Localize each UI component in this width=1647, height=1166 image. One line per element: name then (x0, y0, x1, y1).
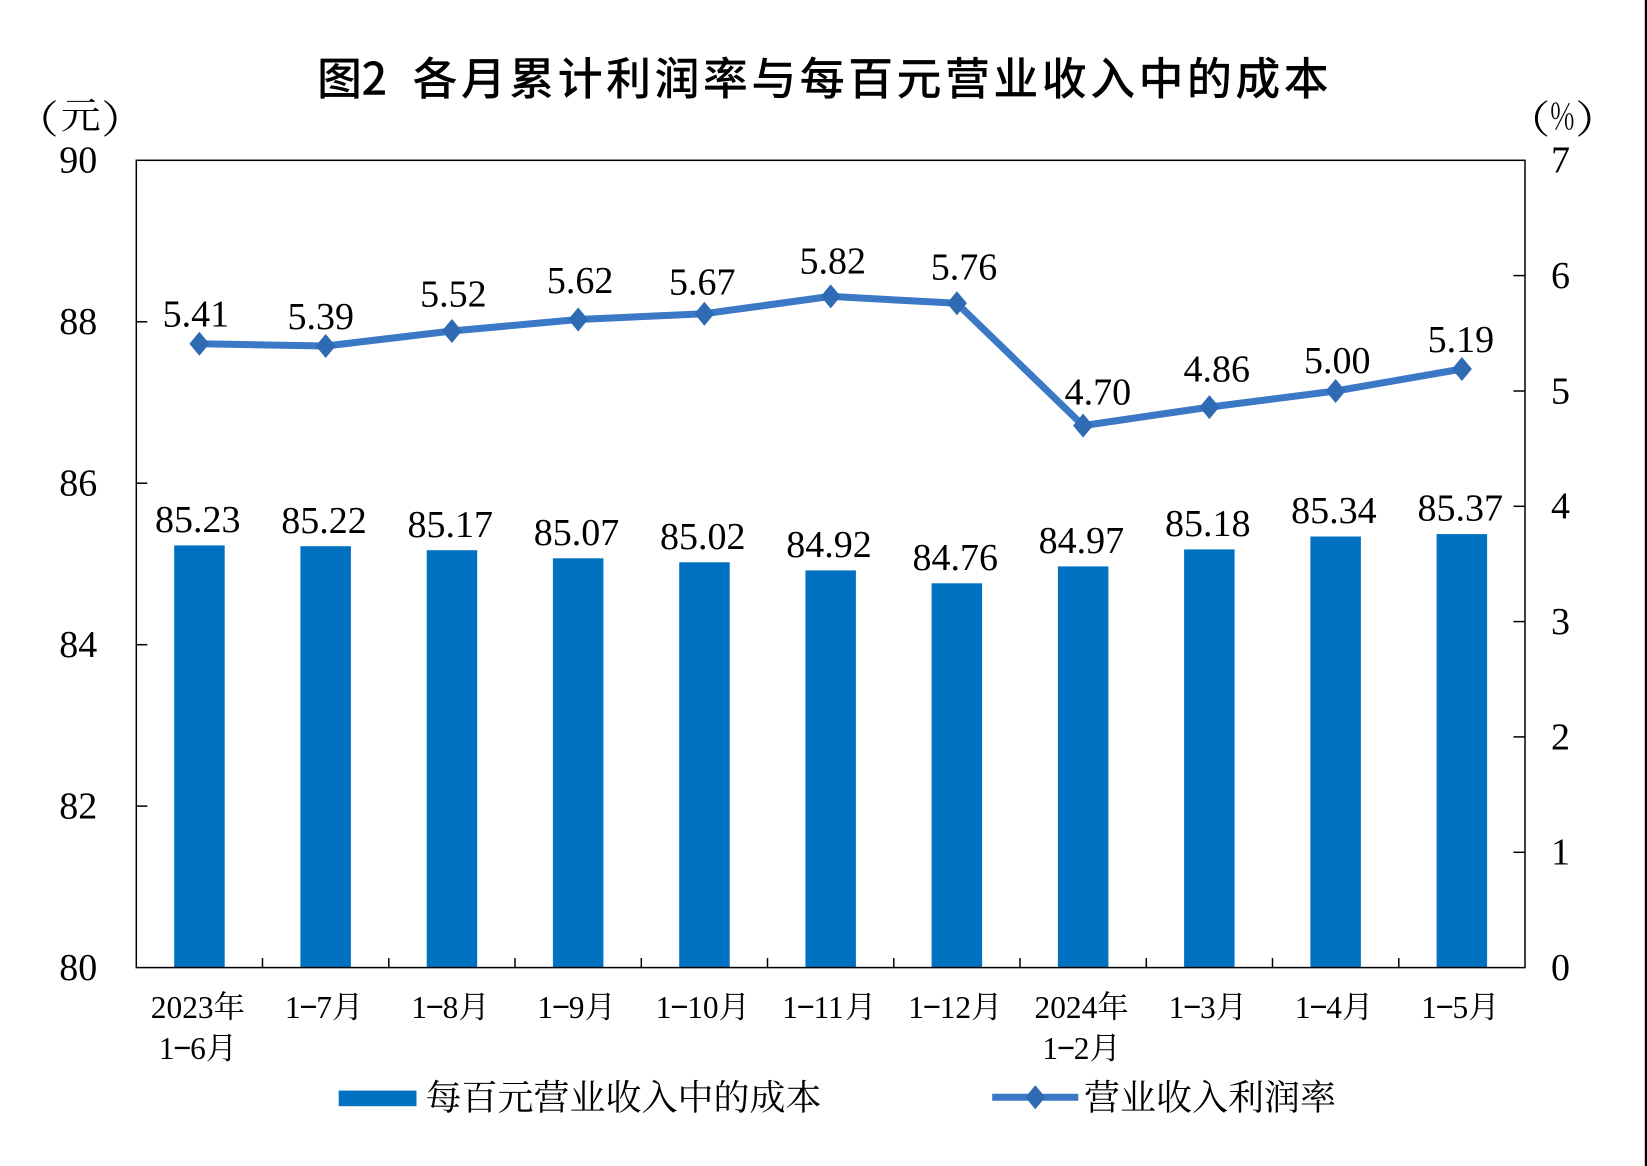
svg-text:12: 12 (940, 990, 971, 1025)
svg-text:85.23: 85.23 (155, 499, 241, 541)
svg-text:84: 84 (59, 624, 97, 666)
svg-text:6: 6 (1551, 255, 1570, 297)
svg-text:5.39: 5.39 (287, 296, 354, 338)
svg-text:1: 1 (1169, 990, 1185, 1025)
svg-text:4.70: 4.70 (1065, 371, 1132, 413)
svg-text:85.37: 85.37 (1417, 488, 1503, 530)
svg-text:1: 1 (1421, 990, 1437, 1025)
svg-text:90: 90 (59, 140, 97, 182)
svg-text:1: 1 (656, 990, 672, 1025)
svg-text:1: 1 (159, 1031, 175, 1066)
svg-text:3: 3 (1200, 990, 1216, 1025)
svg-text:85.02: 85.02 (660, 516, 746, 558)
svg-text:5.67: 5.67 (669, 262, 736, 304)
svg-text:85.07: 85.07 (534, 512, 620, 554)
svg-text:2: 2 (1074, 1031, 1090, 1066)
svg-text:8: 8 (443, 990, 459, 1025)
svg-text:2023: 2023 (151, 990, 214, 1025)
svg-text:2024: 2024 (1035, 990, 1098, 1025)
svg-text:84.97: 84.97 (1039, 520, 1125, 562)
svg-text:82: 82 (59, 786, 97, 828)
svg-text:4: 4 (1551, 486, 1570, 528)
svg-text:7: 7 (1551, 140, 1570, 182)
svg-text:1: 1 (537, 990, 553, 1025)
svg-text:3: 3 (1551, 601, 1570, 643)
svg-text:1: 1 (782, 990, 798, 1025)
svg-text:5.41: 5.41 (163, 294, 230, 336)
svg-text:6: 6 (190, 1031, 206, 1066)
svg-text:5.19: 5.19 (1428, 319, 1495, 361)
svg-text:0: 0 (1551, 947, 1570, 989)
svg-text:1: 1 (1551, 832, 1570, 874)
svg-text:85.17: 85.17 (407, 504, 493, 546)
svg-text:84.76: 84.76 (912, 537, 998, 579)
svg-text:1: 1 (285, 990, 301, 1025)
svg-text:86: 86 (59, 463, 97, 505)
svg-text:5: 5 (1453, 990, 1469, 1025)
svg-text:5.82: 5.82 (800, 240, 867, 282)
svg-text:2: 2 (1551, 716, 1570, 758)
svg-text:9: 9 (569, 990, 585, 1025)
svg-text:4.86: 4.86 (1183, 348, 1250, 390)
svg-text:5.00: 5.00 (1304, 340, 1371, 382)
svg-text:85.18: 85.18 (1165, 503, 1251, 545)
svg-text:4: 4 (1326, 990, 1342, 1025)
svg-text:1: 1 (411, 990, 427, 1025)
svg-text:7: 7 (316, 990, 332, 1025)
svg-text:5.62: 5.62 (547, 260, 614, 302)
svg-text:10: 10 (687, 990, 718, 1025)
svg-text:80: 80 (59, 947, 97, 989)
svg-text:5: 5 (1551, 370, 1570, 412)
svg-text:11: 11 (814, 990, 844, 1025)
svg-text:85.22: 85.22 (281, 500, 367, 542)
svg-text:88: 88 (59, 301, 97, 343)
svg-text:1: 1 (1295, 990, 1311, 1025)
svg-text:5.52: 5.52 (420, 274, 487, 316)
svg-text:5.76: 5.76 (931, 247, 998, 289)
svg-text:85.34: 85.34 (1291, 490, 1377, 532)
svg-text:1: 1 (908, 990, 924, 1025)
svg-text:84.92: 84.92 (786, 524, 872, 566)
svg-text:1: 1 (1042, 1031, 1058, 1066)
